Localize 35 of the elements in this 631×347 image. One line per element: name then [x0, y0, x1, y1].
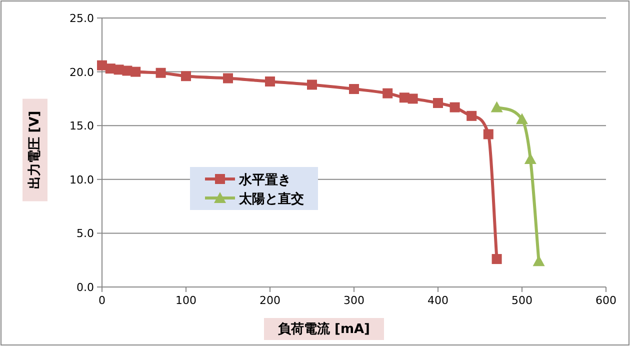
point — [349, 84, 359, 94]
x-tick-label: 300 — [344, 294, 364, 307]
y-tick-label: 15.0 — [70, 120, 94, 133]
y-tick-label: 5.0 — [76, 227, 94, 240]
point — [466, 110, 477, 121]
point — [181, 71, 191, 82]
x-tick-label: 400 — [428, 294, 448, 307]
x-tick-label: 600 — [596, 294, 616, 307]
y-tick-label: 10.0 — [70, 173, 94, 186]
legend-label: 太陽と直交 — [238, 191, 304, 207]
y-tick-label: 25.0 — [70, 12, 94, 25]
point — [524, 152, 536, 164]
x-axis-title: 負荷電流 [mA] — [278, 321, 370, 337]
point — [382, 88, 393, 98]
point — [156, 68, 166, 78]
point — [408, 94, 418, 104]
point — [532, 255, 545, 266]
point — [130, 66, 141, 77]
point — [490, 101, 503, 112]
y-tick-label: 20.0 — [70, 66, 94, 79]
point — [265, 76, 275, 86]
legend-label: 水平置き — [238, 173, 291, 188]
x-tick-label: 200 — [260, 294, 280, 307]
y-tick-label: 0.0 — [76, 281, 94, 294]
x-tick-label: 0 — [98, 294, 106, 307]
point — [450, 102, 460, 112]
x-tick-label: 100 — [176, 294, 196, 307]
point — [516, 113, 528, 124]
point — [223, 73, 233, 84]
point — [483, 129, 494, 140]
y-axis-title: 出力電圧 [V] — [28, 110, 43, 190]
point — [492, 254, 502, 264]
point — [307, 80, 317, 90]
point — [433, 98, 443, 108]
x-tick-label: 500 — [512, 294, 532, 307]
